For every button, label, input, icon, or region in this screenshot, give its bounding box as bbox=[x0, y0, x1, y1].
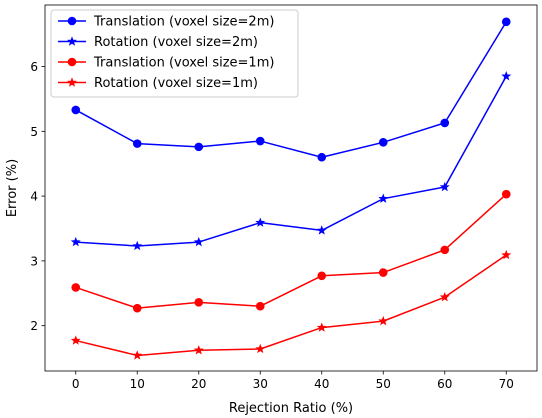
series-1-point bbox=[194, 142, 204, 152]
legend-marker bbox=[67, 16, 77, 26]
series-4 bbox=[70, 249, 512, 360]
series-1-line bbox=[75, 21, 507, 158]
x-tick-label: 70 bbox=[499, 377, 514, 391]
series-3 bbox=[71, 189, 511, 313]
series-4-point bbox=[132, 350, 143, 360]
axes: 0 10 20 30 40 50 60 70 2 3 4 5 6 bbox=[30, 4, 538, 391]
legend-label: Translation (voxel size=2m) bbox=[93, 15, 274, 30]
series-2-point bbox=[70, 236, 81, 247]
y-tick-label: 2 bbox=[30, 319, 38, 333]
series-1-point bbox=[317, 152, 327, 162]
series-1-point bbox=[71, 105, 81, 115]
axes-frame bbox=[44, 4, 538, 372]
series-4-point bbox=[501, 249, 512, 260]
x-tick-label: 0 bbox=[72, 377, 80, 391]
series-3-point bbox=[132, 303, 142, 313]
legend: Translation (voxel size=2m) Rotation (vox… bbox=[50, 9, 299, 98]
legend-entry: Translation (voxel size=2m) bbox=[58, 15, 274, 30]
series-2-line bbox=[75, 75, 507, 247]
x-tick-label: 40 bbox=[314, 377, 329, 391]
x-axis-label: Rejection Ratio (%) bbox=[229, 401, 353, 416]
series-3-point bbox=[378, 268, 388, 277]
series-2-point bbox=[316, 225, 327, 235]
series-3-point bbox=[255, 301, 265, 311]
series-4-point bbox=[316, 322, 327, 332]
legend-marker bbox=[67, 36, 77, 46]
legend-marker bbox=[67, 77, 77, 87]
series-4-point bbox=[70, 335, 81, 345]
plot-area bbox=[70, 17, 512, 360]
series-2-point bbox=[439, 181, 450, 192]
series-3-line bbox=[75, 193, 507, 309]
series-2-point bbox=[255, 217, 266, 227]
legend-entry: Translation (voxel size=1m) bbox=[58, 56, 274, 71]
y-axis-label: Error (%) bbox=[5, 159, 20, 217]
series-1-point bbox=[132, 139, 142, 148]
x-tick-label: 20 bbox=[191, 377, 206, 391]
series-1 bbox=[71, 17, 511, 162]
series-2-point bbox=[193, 236, 204, 247]
series-3-point bbox=[501, 189, 511, 199]
x-tick-label: 50 bbox=[376, 377, 391, 391]
x-tick-label: 10 bbox=[130, 377, 145, 391]
legend-label: Rotation (voxel size=1m) bbox=[94, 76, 258, 91]
legend-entry: Rotation (voxel size=1m) bbox=[58, 76, 258, 91]
series-4-point bbox=[439, 291, 450, 302]
series-2-point bbox=[132, 240, 143, 251]
x-tick-label: 60 bbox=[437, 377, 452, 391]
legend-label: Translation (voxel size=1m) bbox=[93, 56, 274, 71]
series-1-point bbox=[501, 17, 511, 27]
legend-marker bbox=[67, 57, 77, 67]
y-tick-label: 3 bbox=[30, 254, 38, 268]
series-2-point bbox=[378, 193, 389, 203]
y-tick-label: 6 bbox=[30, 60, 38, 74]
legend-frame bbox=[50, 9, 299, 98]
series-2 bbox=[70, 71, 512, 251]
series-4-line bbox=[75, 254, 507, 357]
x-tick-label: 30 bbox=[253, 377, 268, 391]
legend-entry: Rotation (voxel size=2m) bbox=[58, 35, 258, 50]
series-1-point bbox=[378, 138, 388, 147]
y-tick-label: 4 bbox=[30, 190, 38, 204]
series-4-point bbox=[255, 343, 266, 354]
legend-label: Rotation (voxel size=2m) bbox=[94, 35, 258, 50]
series-2-point bbox=[501, 71, 512, 81]
series-3-point bbox=[71, 283, 81, 292]
series-4-point bbox=[378, 315, 389, 326]
series-1-point bbox=[255, 136, 265, 146]
series-3-point bbox=[317, 271, 327, 281]
series-3-point bbox=[194, 298, 204, 307]
series-1-point bbox=[440, 118, 450, 128]
series-3-point bbox=[440, 245, 450, 255]
y-tick-label: 5 bbox=[30, 125, 38, 139]
series-4-point bbox=[193, 345, 204, 355]
